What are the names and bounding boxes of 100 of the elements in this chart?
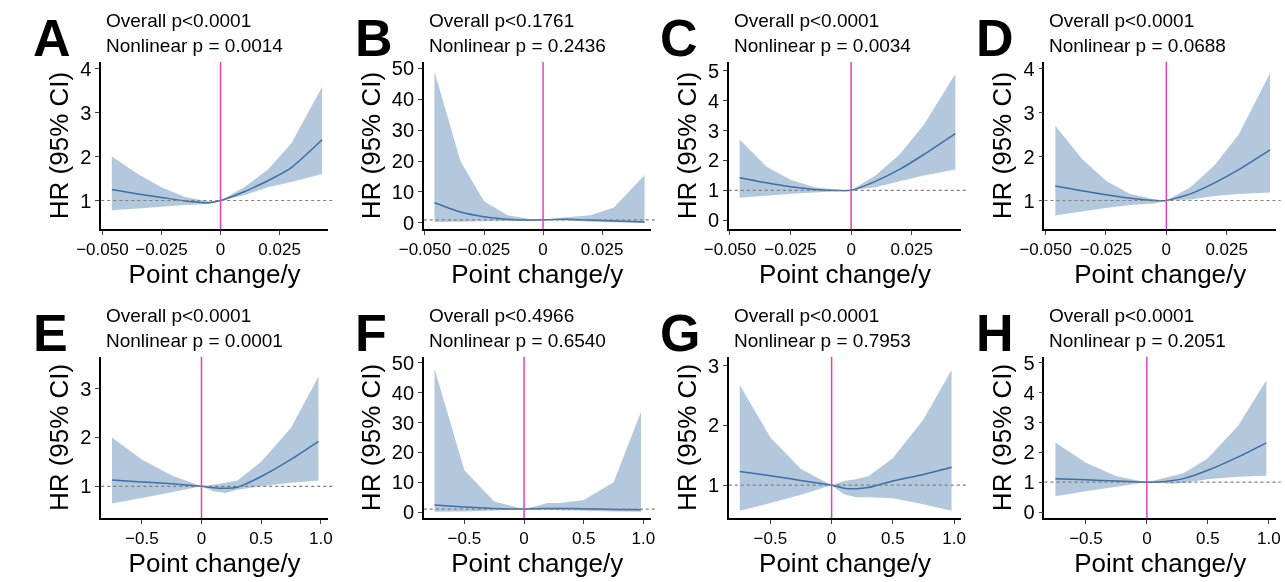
line-series (1054, 149, 1271, 202)
x-tick-label: −0.5 (753, 529, 788, 549)
x-tick-label: 1.0 (631, 529, 656, 549)
y-axis-title: HR (95% CI) (987, 363, 1018, 512)
text: Nonlinear p = 0.2436 (429, 34, 606, 56)
x-tick-label: 0.025 (580, 240, 624, 260)
x-axis-title: Point change/y (1074, 548, 1247, 579)
line-series (433, 202, 646, 223)
chart-title: B (355, 9, 393, 67)
y-tick-label: 4 (1023, 381, 1035, 404)
text: Overall p<0.0001 (106, 305, 252, 326)
x-tick-label: −0.050 (76, 240, 129, 260)
y-axis-title: HR (95% CI) (44, 71, 75, 220)
chart-title: F (355, 304, 387, 362)
y-tick-label: 0 (402, 211, 415, 234)
x-axis-title: Point change/y (451, 548, 624, 579)
y-tick-label: 1 (80, 189, 92, 212)
x-tick-label: −0.5 (447, 529, 482, 549)
y-tick-label: 10 (391, 180, 415, 203)
y-tick-label: 1 (80, 475, 92, 498)
x-tick-label: 0 (1161, 240, 1172, 260)
text: Overall p<0.1761 (429, 10, 575, 31)
y-tick-label: 2 (1023, 145, 1035, 168)
text: Overall p<0.0001 (106, 10, 252, 31)
x-axis-title: Point change/y (759, 548, 932, 579)
line-series (111, 440, 320, 489)
x-tick-label: −0.050 (703, 240, 757, 260)
x-axis-title: Point change/y (759, 259, 932, 290)
x-tick-label: 0 (519, 529, 529, 549)
y-tick-label: 3 (707, 119, 719, 142)
chart-title: C (660, 9, 698, 67)
y-axis-title: HR (95% CI) (671, 71, 702, 220)
text: Nonlinear p = 0.0034 (734, 34, 912, 56)
y-tick-label: 1 (707, 179, 719, 202)
y-tick-label: 4 (80, 57, 92, 80)
x-tick-label: −0.050 (398, 240, 452, 260)
y-tick-label: 30 (391, 119, 415, 142)
text: Nonlinear p = 0.0014 (106, 34, 284, 56)
y-tick-label: 20 (391, 150, 415, 173)
x-axis-title: Point change/y (1074, 259, 1247, 290)
chart-title: D (976, 9, 1014, 67)
y-tick-label: 2 (1023, 441, 1035, 464)
x-tick-label: 0.025 (1205, 240, 1248, 260)
y-tick-label: 3 (80, 377, 92, 400)
x-tick-label: 1.0 (942, 529, 966, 549)
x-tick-label: 0 (215, 240, 226, 260)
text: Overall p<0.0001 (1049, 10, 1195, 31)
y-tick-label: 4 (707, 89, 719, 112)
x-tick-label: 0.025 (258, 240, 301, 260)
y-tick-label: 3 (1023, 101, 1035, 124)
text: Nonlinear p = 0.6540 (429, 329, 606, 351)
x-tick-label: 0.5 (880, 529, 905, 549)
chart-title: H (976, 304, 1014, 362)
y-tick-label: 4 (1023, 57, 1035, 80)
text: Nonlinear p = 0.2051 (1049, 329, 1226, 351)
y-tick-label: 2 (80, 426, 92, 449)
line-series (739, 466, 953, 490)
y-tick-label: 2 (80, 145, 92, 168)
y-tick-label: 50 (391, 351, 415, 374)
x-tick-label: 0.5 (571, 529, 596, 549)
x-tick-label: 0.5 (1196, 529, 1220, 549)
y-tick-label: 1 (1023, 189, 1035, 212)
y-axis-title: HR (95% CI) (44, 363, 75, 512)
y-tick-label: 40 (391, 381, 415, 404)
line-series (738, 132, 957, 192)
x-axis-title: Point change/y (128, 259, 301, 290)
y-tick-label: 0 (1023, 501, 1035, 524)
y-tick-label: 3 (707, 354, 719, 377)
y-tick-label: 20 (391, 441, 415, 464)
x-tick-label: −0.025 (764, 240, 817, 260)
text: Nonlinear p = 0.0688 (1049, 34, 1226, 56)
y-tick-label: 5 (1023, 351, 1035, 374)
line-series (111, 139, 323, 204)
y-tick-label: 3 (80, 101, 92, 124)
x-tick-label: −0.025 (457, 240, 511, 260)
text: Overall p<0.0001 (1049, 305, 1195, 326)
y-tick-label: 0 (402, 501, 415, 524)
chart-title: G (660, 304, 701, 362)
x-axis-title: Point change/y (128, 548, 301, 579)
y-tick-label: 2 (707, 149, 719, 172)
y-tick-label: 0 (707, 209, 719, 232)
text: Nonlinear p = 0.7953 (734, 329, 911, 351)
y-axis-title: HR (95% CI) (671, 363, 702, 512)
text: Nonlinear p = 0.0001 (106, 329, 283, 351)
text: Overall p<0.0001 (734, 305, 880, 326)
text: Overall p<0.0001 (734, 10, 880, 31)
y-tick-label: 40 (391, 88, 415, 111)
x-tick-label: 1.0 (1256, 529, 1281, 549)
text: Overall p<0.4966 (429, 305, 575, 326)
x-tick-label: 0 (196, 529, 207, 549)
y-tick-label: 3 (1023, 411, 1035, 434)
y-tick-label: 50 (391, 57, 415, 80)
y-tick-label: 10 (391, 471, 415, 494)
chart-title: E (33, 304, 68, 362)
y-tick-label: 30 (391, 411, 415, 434)
x-tick-label: −0.025 (1079, 240, 1133, 260)
y-axis-title: HR (95% CI) (355, 363, 386, 512)
x-tick-label: 0.5 (249, 529, 273, 549)
x-tick-label: 0 (826, 529, 837, 549)
x-tick-label: 0 (1142, 529, 1152, 549)
